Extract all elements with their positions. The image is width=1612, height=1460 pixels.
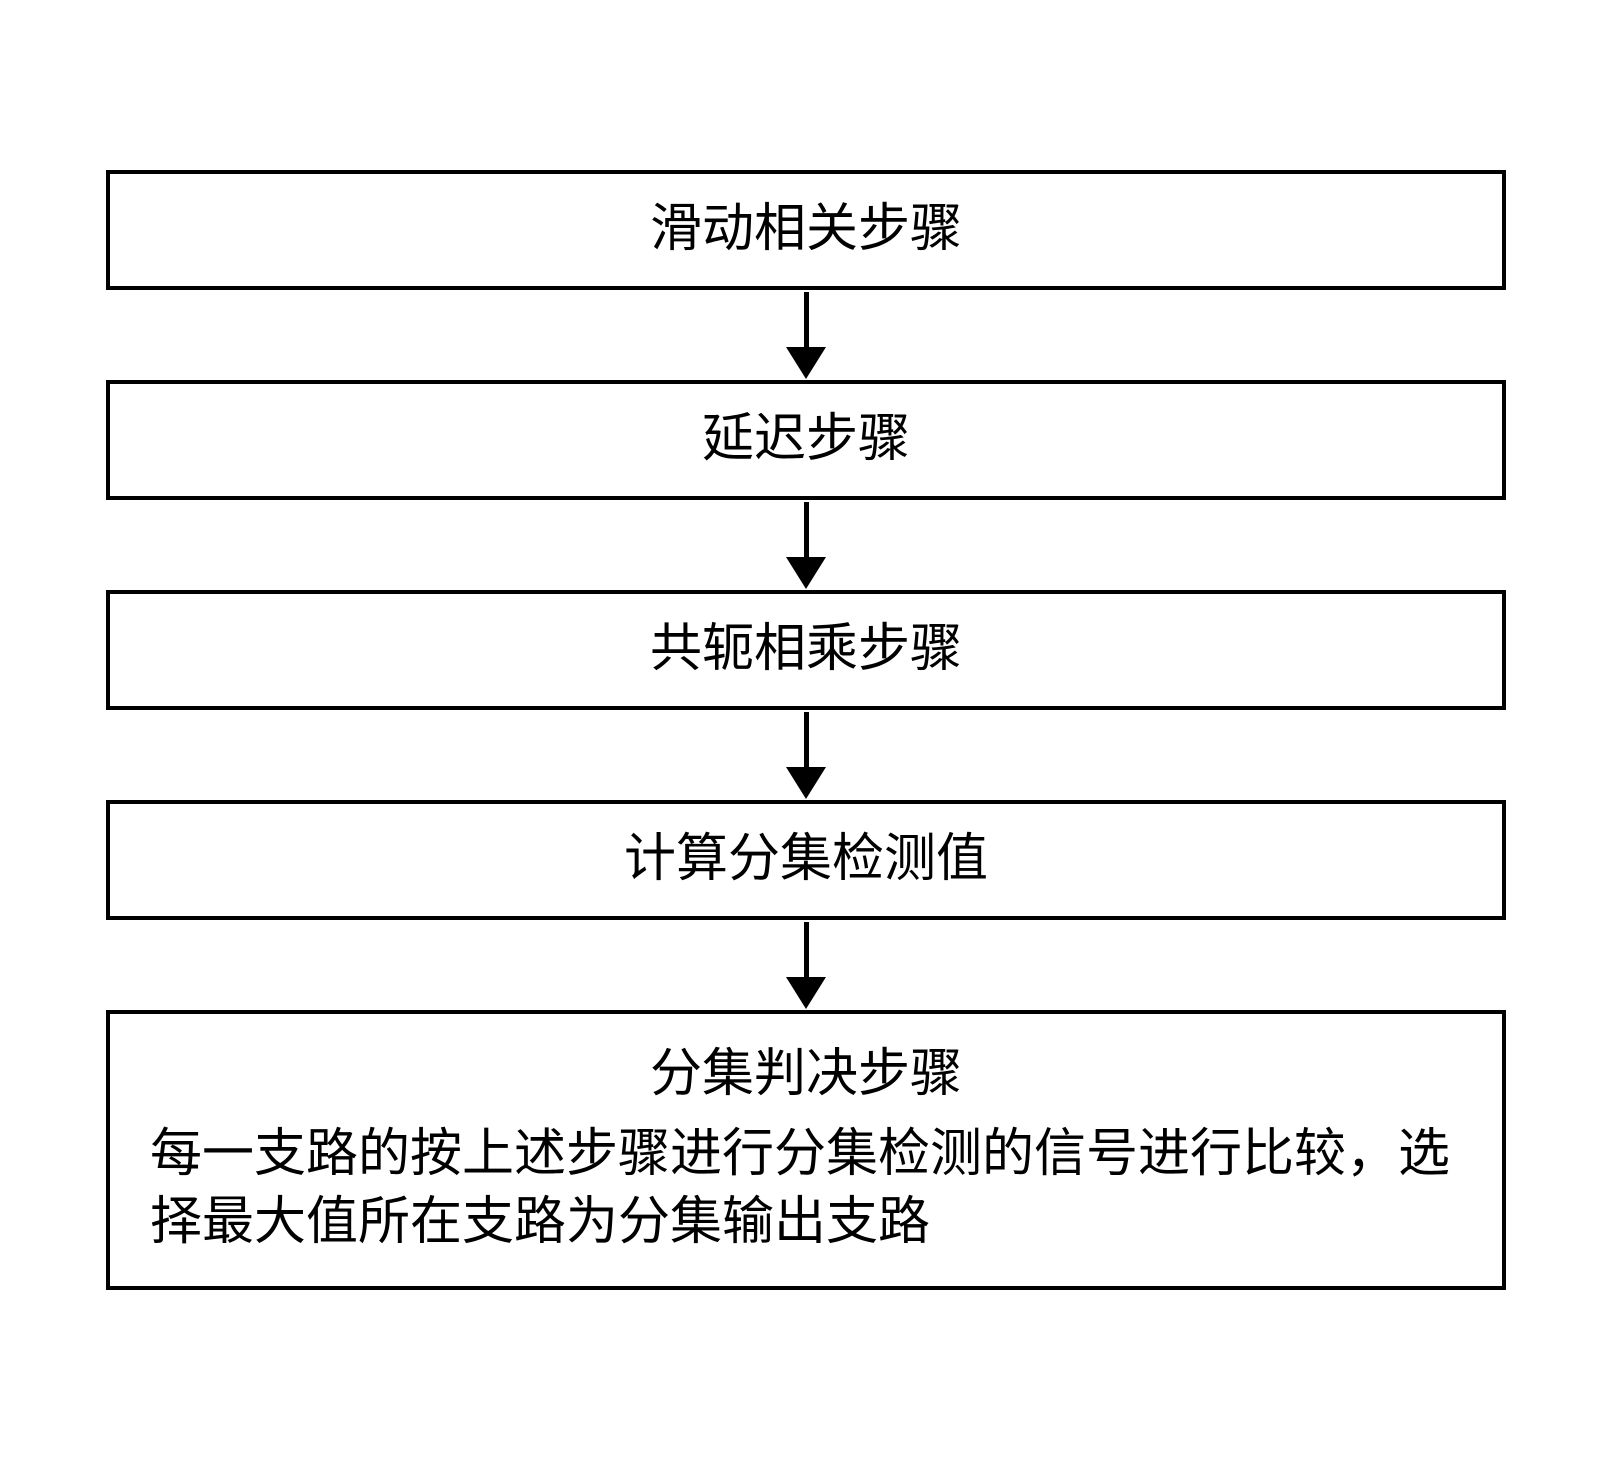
flowchart-node-step1: 滑动相关步骤 (106, 170, 1506, 290)
node-label: 计算分集检测值 (624, 829, 988, 891)
flowchart-node-step3: 共轭相乘步骤 (106, 590, 1506, 710)
node-body: 每一支路的按上述步骤进行分集检测的信号进行比较，选择最大值所在支路为分集输出支路 (150, 1121, 1462, 1256)
arrow-head-icon (786, 557, 826, 589)
flowchart-container: 滑动相关步骤 延迟步骤 共轭相乘步骤 计算分集检测值 分集判决步骤 每一支路的按… (106, 170, 1506, 1290)
node-label: 分集判决步骤 (650, 1044, 962, 1106)
arrow-head-icon (786, 977, 826, 1009)
arrow-line (804, 292, 809, 347)
flowchart-node-step4: 计算分集检测值 (106, 800, 1506, 920)
arrow-line (804, 922, 809, 977)
arrow-line (804, 502, 809, 557)
arrow-line (804, 712, 809, 767)
flowchart-node-step2: 延迟步骤 (106, 380, 1506, 500)
node-label: 滑动相关步骤 (650, 199, 962, 261)
flowchart-arrow (786, 920, 826, 1010)
node-label: 延迟步骤 (702, 409, 910, 471)
node-label: 共轭相乘步骤 (650, 619, 962, 681)
arrow-head-icon (786, 767, 826, 799)
flowchart-arrow (786, 710, 826, 800)
flowchart-arrow (786, 500, 826, 590)
flowchart-node-step5: 分集判决步骤 每一支路的按上述步骤进行分集检测的信号进行比较，选择最大值所在支路… (106, 1010, 1506, 1290)
flowchart-arrow (786, 290, 826, 380)
arrow-head-icon (786, 347, 826, 379)
